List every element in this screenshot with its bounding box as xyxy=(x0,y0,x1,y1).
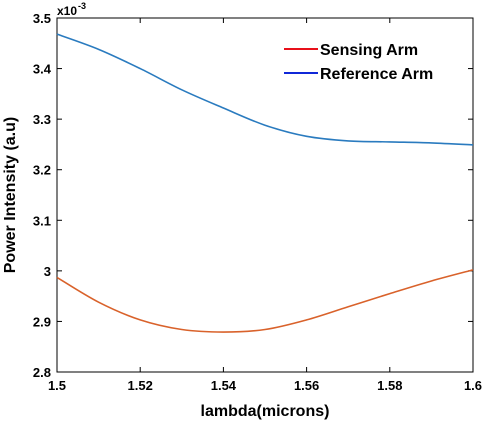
x-tick-label: 1.6 xyxy=(464,378,482,393)
y-tick-label: 3.4 xyxy=(33,62,52,77)
y-tick-label: 2.9 xyxy=(33,314,51,329)
x-tick-label: 1.54 xyxy=(211,378,237,393)
y-tick-label: 3 xyxy=(44,264,51,279)
x-tick-label: 1.5 xyxy=(48,378,66,393)
y-tick-label: 2.8 xyxy=(33,365,51,380)
series-line-0 xyxy=(56,33,474,146)
y-axis-ticks: 2.8 2.9 3 3.1 3.2 3.3 3.4 3.5 xyxy=(33,11,473,380)
x-tick-label: 1.52 xyxy=(128,378,153,393)
y-axis-label: Power Intensity (a.u) xyxy=(2,117,19,273)
plot-area xyxy=(56,17,474,373)
x-tick-label: 1.58 xyxy=(377,378,402,393)
legend: Sensing Arm Reference Arm xyxy=(284,42,433,83)
legend-label-reference-arm: Reference Arm xyxy=(320,66,433,83)
series-layer xyxy=(56,33,474,333)
y-tick-label: 3.2 xyxy=(33,163,51,178)
x-axis-ticks: 1.5 1.52 1.54 1.56 1.58 1.6 xyxy=(48,18,482,393)
x-axis-label: lambda(microns) xyxy=(201,403,330,420)
axis-multiplier-exponent: -3 xyxy=(78,1,86,11)
legend-label-sensing-arm: Sensing Arm xyxy=(320,42,418,59)
series-line-1 xyxy=(56,269,474,333)
x-tick-label: 1.56 xyxy=(294,378,319,393)
axis-multiplier-base: x10 xyxy=(57,4,77,18)
y-tick-label: 3.5 xyxy=(33,11,51,26)
y-tick-label: 3.3 xyxy=(33,112,51,127)
y-tick-label: 3.1 xyxy=(33,213,51,228)
